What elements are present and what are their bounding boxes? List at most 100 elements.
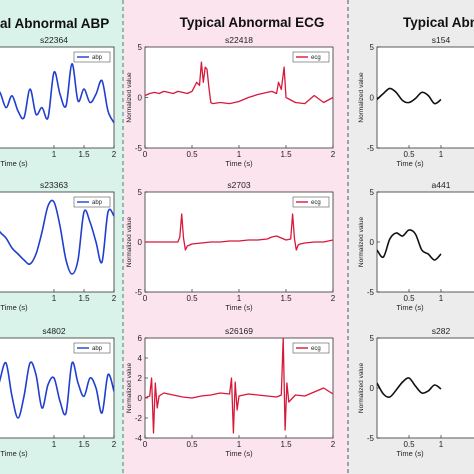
- y-tick-label: 6: [138, 334, 143, 343]
- x-tick-label: 0.5: [403, 440, 415, 449]
- y-tick-label: -4: [135, 434, 143, 443]
- x-tick-label: 2: [112, 440, 117, 449]
- plot-area: [144, 337, 334, 439]
- y-tick-label: 4: [138, 354, 143, 363]
- x-tick-label: 1: [237, 150, 242, 159]
- x-tick-label: 1: [52, 150, 57, 159]
- legend-box: [292, 342, 330, 354]
- x-tick-label: 1.5: [78, 150, 90, 159]
- x-tick-label: 1.5: [78, 440, 90, 449]
- x-axis-label: Time (s): [0, 449, 28, 458]
- y-axis-label: Normalized value: [358, 363, 365, 414]
- y-tick-label: 5: [370, 334, 375, 343]
- legend-label: ecg: [311, 200, 321, 206]
- y-tick-label: -2: [135, 414, 143, 423]
- y-tick-label: 5: [138, 188, 143, 197]
- y-tick-label: -5: [135, 144, 143, 153]
- y-tick-label: 2: [138, 374, 143, 383]
- x-axis-label: Time (s): [396, 303, 424, 312]
- x-axis-label: Time (s): [396, 449, 424, 458]
- subplot-s154: s154 0.5 1 Time (s) -5 0 5 Normalized value: [358, 35, 474, 168]
- y-tick-label: -5: [367, 144, 375, 153]
- legend-box: [73, 342, 111, 354]
- column-title-third: Typical Abno: [403, 15, 474, 30]
- plot-area: [0, 191, 115, 293]
- x-tick-label: 2: [112, 150, 117, 159]
- x-tick-label: 0.5: [403, 150, 415, 159]
- y-tick-label: -5: [367, 288, 375, 297]
- y-tick-label: 5: [370, 188, 375, 197]
- x-tick-label: 1: [439, 294, 444, 303]
- x-axis-label: Time (s): [0, 303, 28, 312]
- plots-layer: s22364 1 1.5 2 Time (s) abp s23363 1 1.5 2 Time (s…: [0, 35, 474, 458]
- subplot-title: s23363: [40, 180, 68, 190]
- plot-area: [376, 337, 474, 439]
- series-line-third: [377, 87, 442, 105]
- legend-box: [292, 51, 330, 63]
- legend-box: [73, 196, 111, 208]
- series-line-abp: [0, 199, 114, 275]
- x-tick-label: 2: [331, 150, 336, 159]
- subplot-s4802: s4802 1 1.5 2 Time (s) abp: [0, 326, 117, 458]
- y-axis-label: Normalized value: [126, 363, 133, 414]
- x-tick-label: 0.5: [186, 294, 198, 303]
- x-tick-label: 1: [439, 150, 444, 159]
- y-tick-label: 0: [138, 238, 143, 247]
- plot-area: [376, 191, 474, 293]
- subplot-s282: s282 0.5 1 Time (s) -5 0 5 Normalized value: [358, 326, 474, 458]
- y-tick-label: 5: [138, 43, 143, 52]
- x-tick-label: 0: [143, 440, 148, 449]
- y-axis-label: Normalized value: [126, 72, 133, 123]
- x-tick-label: 1.5: [280, 150, 292, 159]
- x-axis-label: Time (s): [0, 159, 28, 168]
- x-tick-label: 0: [143, 150, 148, 159]
- y-tick-label: 0: [370, 94, 375, 103]
- subplot-title: s282: [432, 326, 451, 336]
- legend-label: abp: [92, 55, 103, 61]
- y-tick-label: 0: [138, 394, 143, 403]
- legend-box: [292, 196, 330, 208]
- y-axis-label: Normalized value: [126, 217, 133, 268]
- legend-label: abp: [92, 200, 103, 206]
- x-tick-label: 1.5: [280, 294, 292, 303]
- subplot-title: s26169: [225, 326, 253, 336]
- x-tick-label: 0.5: [186, 440, 198, 449]
- series-line-ecg: [145, 338, 333, 434]
- subplot-title: s22418: [225, 35, 253, 45]
- y-axis-label: Normalized value: [358, 72, 365, 123]
- x-tick-label: 0.5: [186, 150, 198, 159]
- y-tick-label: 0: [138, 94, 143, 103]
- x-axis-label: Time (s): [396, 159, 424, 168]
- x-tick-label: 2: [112, 294, 117, 303]
- series-line-abp: [0, 361, 114, 419]
- column-title-abp: al Abnormal ABP: [0, 16, 109, 31]
- column-title-ecg: Typical Abnormal ECG: [180, 15, 325, 30]
- subplot-title: s154: [432, 35, 451, 45]
- legend-label: ecg: [311, 346, 321, 352]
- legend-label: abp: [92, 346, 103, 352]
- subplot-s22364: s22364 1 1.5 2 Time (s) abp: [0, 35, 117, 168]
- y-tick-label: 0: [370, 384, 375, 393]
- plot-area: [376, 46, 474, 149]
- x-axis-label: Time (s): [225, 449, 253, 458]
- x-tick-label: 1.5: [78, 294, 90, 303]
- subplot-a441: a441 0.5 1 Time (s) -5 0 5 Normalized value: [358, 180, 474, 312]
- subplot-s23363: s23363 1 1.5 2 Time (s) abp: [0, 180, 117, 312]
- x-axis-label: Time (s): [225, 303, 253, 312]
- subplot-title: a441: [432, 180, 451, 190]
- legend-box: [73, 51, 111, 63]
- legend-label: ecg: [311, 55, 321, 61]
- plot-area: [144, 46, 334, 149]
- x-tick-label: 1.5: [280, 440, 292, 449]
- x-tick-label: 2: [331, 294, 336, 303]
- subplot-title: s22364: [40, 35, 68, 45]
- series-line-third: [377, 229, 442, 261]
- subplot-s26169: s26169 0 0.5 1 1.5 2 Time (s) -4 -2 0 2 4 6 Normalize…: [126, 326, 336, 458]
- x-axis-label: Time (s): [225, 159, 253, 168]
- x-tick-label: 0.5: [403, 294, 415, 303]
- x-tick-label: 0: [143, 294, 148, 303]
- x-tick-label: 2: [331, 440, 336, 449]
